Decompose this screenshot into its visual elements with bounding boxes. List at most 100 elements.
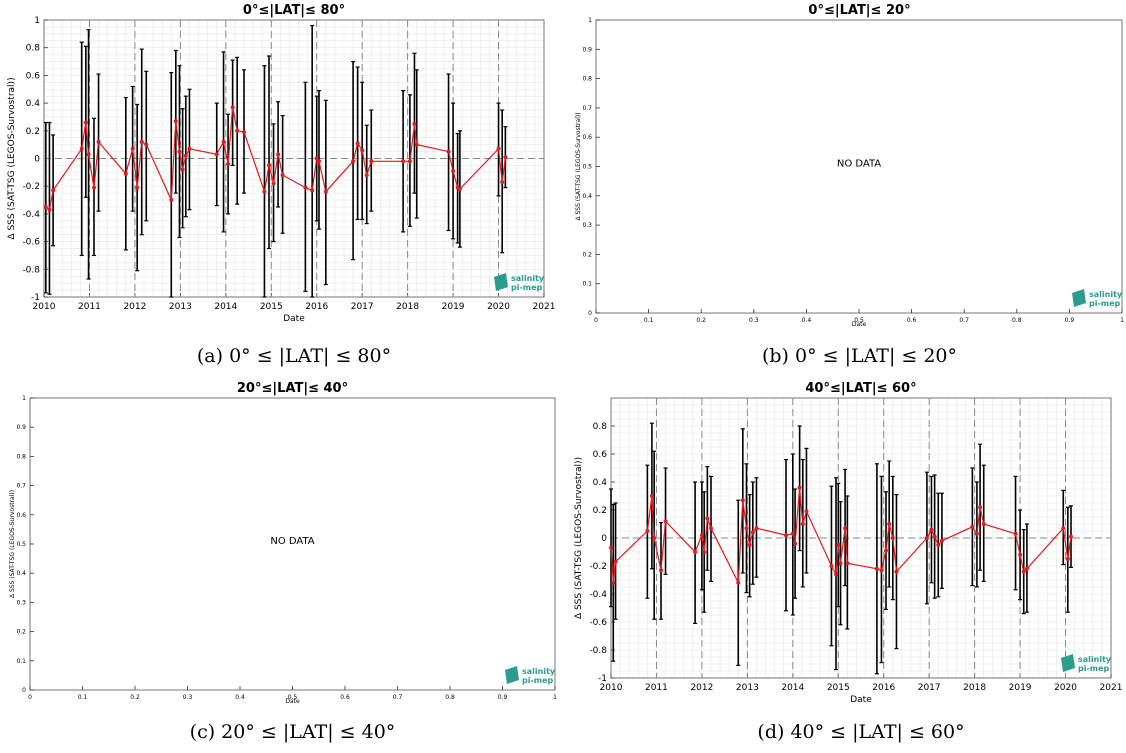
y-tick-label: 0 bbox=[601, 534, 607, 544]
data-point bbox=[177, 149, 182, 154]
data-point bbox=[709, 526, 713, 531]
y-tick-label: 0.8 bbox=[582, 76, 592, 83]
data-point bbox=[843, 526, 848, 531]
y-tick-label: 1 bbox=[34, 16, 40, 26]
data-point bbox=[214, 152, 219, 157]
data-point bbox=[86, 152, 91, 157]
x-tick-label: 2013 bbox=[736, 683, 759, 693]
y-tick-label: 1 bbox=[22, 395, 26, 402]
data-point bbox=[130, 146, 135, 151]
data-point bbox=[699, 533, 704, 538]
x-tick-label: 0.4 bbox=[235, 694, 245, 701]
data-point bbox=[446, 149, 451, 154]
data-point bbox=[747, 543, 752, 547]
error-bar bbox=[169, 72, 174, 298]
data-point bbox=[451, 168, 456, 173]
x-tick-label: 0.3 bbox=[749, 317, 759, 324]
data-point bbox=[317, 159, 321, 164]
y-axis-label: Δ SSS (SAT-TSG (LEGOS-Survostral)) bbox=[7, 77, 17, 239]
data-point bbox=[180, 167, 185, 172]
chart-panel-a: 0°≤|LAT|≤ 80° 2010 2011 2012 2013 2014 2015 20… bbox=[0, 0, 560, 367]
x-tick-label: 0.6 bbox=[340, 694, 350, 701]
x-tick-label: 0 bbox=[28, 694, 32, 701]
y-tick-label: -0.4 bbox=[589, 590, 607, 600]
y-tick-label: 0.6 bbox=[26, 71, 41, 81]
data-point bbox=[280, 173, 285, 178]
x-tick-label: 0.5 bbox=[288, 694, 298, 701]
y-tick-label: 0.4 bbox=[582, 193, 592, 200]
logo-line2: pi-mep bbox=[511, 283, 543, 292]
x-tick-label: 2020 bbox=[487, 302, 510, 312]
x-tick-label: 2014 bbox=[781, 683, 804, 693]
data-point bbox=[970, 524, 975, 529]
data-point bbox=[500, 180, 505, 185]
y-tick-label: -0.8 bbox=[589, 646, 607, 656]
data-point bbox=[834, 572, 838, 577]
x-tick-label: 2021 bbox=[533, 302, 556, 312]
data-point bbox=[457, 186, 462, 191]
data-point bbox=[829, 564, 834, 568]
x-tick-label: 1 bbox=[1120, 317, 1124, 324]
x-tick-label: 0.2 bbox=[130, 694, 140, 701]
x-tick-label: 2021 bbox=[1100, 683, 1123, 693]
x-tick-label: 2010 bbox=[600, 683, 623, 693]
chart-panel-b: 0°≤|LAT|≤ 20° 0 0.1 0.2 0.3 0.4 0.5 0.6 0.7 0.8 0… bbox=[563, 0, 1126, 367]
error-bar bbox=[267, 55, 271, 250]
data-point bbox=[123, 171, 128, 176]
data-point bbox=[267, 163, 271, 168]
y-axis-label: Δ SSS (SAT-TSG (LEGOS-Survostral)) bbox=[574, 457, 584, 619]
y-tick-label: 0 bbox=[22, 687, 26, 694]
y-tick-label: 0.6 bbox=[593, 450, 608, 460]
x-tick-label: 2019 bbox=[1009, 683, 1032, 693]
data-point bbox=[407, 159, 412, 164]
data-point bbox=[262, 189, 267, 194]
y-tick-label: 0.1 bbox=[582, 281, 592, 288]
data-point bbox=[364, 173, 369, 178]
data-point bbox=[1061, 526, 1066, 531]
x-tick-label: 2018 bbox=[396, 302, 419, 312]
data-point bbox=[890, 536, 895, 540]
data-point bbox=[978, 505, 983, 510]
data-point bbox=[51, 188, 56, 193]
data-point bbox=[1069, 534, 1073, 539]
data-point bbox=[800, 522, 805, 526]
x-tick-label: 0.1 bbox=[78, 694, 88, 701]
caption-a: (a) 0° ≤ |LAT| ≤ 80° bbox=[196, 345, 392, 367]
y-tick-label: 0.7 bbox=[16, 483, 26, 490]
data-point bbox=[351, 159, 356, 164]
x-tick-label: 2018 bbox=[963, 683, 986, 693]
y-tick-label: 0.2 bbox=[593, 506, 607, 516]
data-point bbox=[744, 526, 749, 531]
x-tick-label: 0.5 bbox=[854, 317, 864, 324]
x-tick-label: 2017 bbox=[351, 302, 374, 312]
y-tick-label: 0.8 bbox=[593, 422, 608, 432]
data-point bbox=[649, 494, 654, 498]
x-tick-label: 2012 bbox=[123, 302, 146, 312]
data-point bbox=[736, 580, 741, 585]
data-point bbox=[693, 550, 698, 554]
data-point bbox=[43, 204, 48, 209]
x-tick-label: 0.8 bbox=[1012, 317, 1022, 324]
y-tick-label: 0.2 bbox=[16, 629, 26, 636]
y-axis-label: Δ SSS (SAT-TSG (LEGOS-Survostral)) bbox=[9, 490, 16, 598]
data-point bbox=[412, 121, 417, 126]
y-tick-label: 0.9 bbox=[582, 46, 592, 53]
error-bar bbox=[262, 65, 267, 298]
data-point bbox=[369, 159, 374, 164]
data-point bbox=[609, 545, 613, 550]
data-point bbox=[187, 146, 192, 151]
data-point bbox=[784, 533, 788, 538]
y-tick-label: 0.6 bbox=[582, 134, 592, 141]
y-tick-label: -0.8 bbox=[22, 265, 40, 275]
data-point bbox=[887, 522, 892, 526]
x-tick-label: 0.7 bbox=[393, 694, 403, 701]
x-tick-label: 0.6 bbox=[907, 317, 917, 324]
logo-line1: salinity bbox=[1089, 290, 1123, 299]
y-tick-label: 0 bbox=[588, 310, 592, 317]
x-tick-label: 2019 bbox=[442, 302, 465, 312]
x-tick-label: 2016 bbox=[305, 302, 328, 312]
y-tick-label: 0.5 bbox=[582, 164, 592, 171]
data-point bbox=[939, 538, 944, 543]
